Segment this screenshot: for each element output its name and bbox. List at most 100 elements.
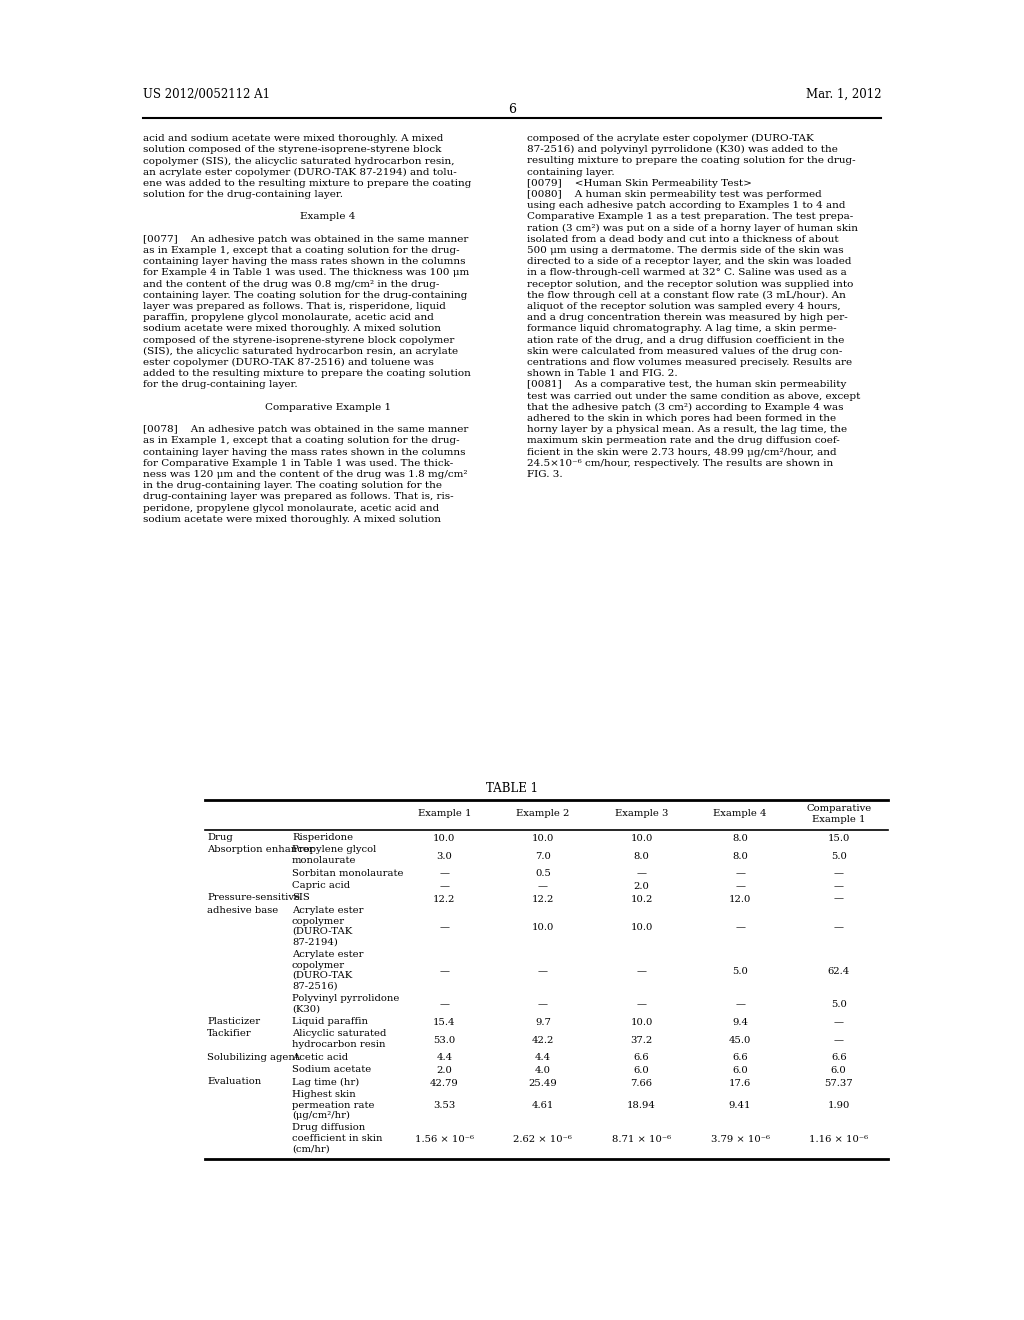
Text: [0077]    An adhesive patch was obtained in the same manner: [0077] An adhesive patch was obtained in… <box>143 235 468 244</box>
Text: in a flow-through-cell warmed at 32° C. Saline was used as a: in a flow-through-cell warmed at 32° C. … <box>527 268 847 277</box>
Text: copolymer: copolymer <box>292 916 345 925</box>
Text: Lag time (hr): Lag time (hr) <box>292 1077 359 1086</box>
Text: 3.0: 3.0 <box>436 851 453 861</box>
Text: 10.0: 10.0 <box>433 834 456 843</box>
Text: Drug diffusion: Drug diffusion <box>292 1123 366 1133</box>
Text: Propylene glycol: Propylene glycol <box>292 846 376 854</box>
Text: 12.0: 12.0 <box>729 895 752 903</box>
Text: 3.79 × 10⁻⁶: 3.79 × 10⁻⁶ <box>711 1135 770 1144</box>
Text: —: — <box>439 882 450 891</box>
Text: (SIS), the alicyclic saturated hydrocarbon resin, an acrylate: (SIS), the alicyclic saturated hydrocarb… <box>143 347 458 356</box>
Text: 87-2194): 87-2194) <box>292 937 338 946</box>
Text: 3.53: 3.53 <box>433 1101 456 1110</box>
Text: 4.61: 4.61 <box>531 1101 554 1110</box>
Text: 5.0: 5.0 <box>830 1001 847 1010</box>
Text: 6: 6 <box>508 103 516 116</box>
Text: —: — <box>735 882 745 891</box>
Text: —: — <box>637 966 646 975</box>
Text: for Comparative Example 1 in Table 1 was used. The thick-: for Comparative Example 1 in Table 1 was… <box>143 459 454 467</box>
Text: Example 4: Example 4 <box>714 809 767 818</box>
Text: composed of the styrene-isoprene-styrene block copolymer: composed of the styrene-isoprene-styrene… <box>143 335 455 345</box>
Text: 7.66: 7.66 <box>631 1078 652 1088</box>
Text: 15.0: 15.0 <box>827 834 850 843</box>
Text: 1.16 × 10⁻⁶: 1.16 × 10⁻⁶ <box>809 1135 868 1144</box>
Text: 6.6: 6.6 <box>634 1053 649 1063</box>
Text: 6.0: 6.0 <box>732 1067 748 1074</box>
Text: —: — <box>834 1036 844 1044</box>
Text: using each adhesive patch according to Examples 1 to 4 and: using each adhesive patch according to E… <box>527 201 846 210</box>
Text: —: — <box>735 923 745 932</box>
Text: solution composed of the styrene-isoprene-styrene block: solution composed of the styrene-isopren… <box>143 145 441 154</box>
Text: 57.37: 57.37 <box>824 1078 853 1088</box>
Text: 10.0: 10.0 <box>531 923 554 932</box>
Text: monolaurate: monolaurate <box>292 855 356 865</box>
Text: Comparative Example 1: Comparative Example 1 <box>265 403 391 412</box>
Text: 10.0: 10.0 <box>631 923 652 932</box>
Text: that the adhesive patch (3 cm²) according to Example 4 was: that the adhesive patch (3 cm²) accordin… <box>527 403 844 412</box>
Text: containing layer having the mass rates shown in the columns: containing layer having the mass rates s… <box>143 257 466 267</box>
Text: 8.71 × 10⁻⁶: 8.71 × 10⁻⁶ <box>612 1135 671 1144</box>
Text: containing layer having the mass rates shown in the columns: containing layer having the mass rates s… <box>143 447 466 457</box>
Text: ation rate of the drug, and a drug diffusion coefficient in the: ation rate of the drug, and a drug diffu… <box>527 335 845 345</box>
Text: Example 1: Example 1 <box>812 814 865 824</box>
Text: acid and sodium acetate were mixed thoroughly. A mixed: acid and sodium acetate were mixed thoro… <box>143 135 443 143</box>
Text: —: — <box>834 895 844 903</box>
Text: —: — <box>637 870 646 879</box>
Text: 10.0: 10.0 <box>531 834 554 843</box>
Text: in the drug-containing layer. The coating solution for the: in the drug-containing layer. The coatin… <box>143 482 442 490</box>
Text: 6.0: 6.0 <box>634 1067 649 1074</box>
Text: —: — <box>834 882 844 891</box>
Text: 37.2: 37.2 <box>631 1036 652 1044</box>
Text: 8.0: 8.0 <box>634 851 649 861</box>
Text: drug-containing layer was prepared as follows. That is, ris-: drug-containing layer was prepared as fo… <box>143 492 454 502</box>
Text: ester copolymer (DURO-TAK 87-2516) and toluene was: ester copolymer (DURO-TAK 87-2516) and t… <box>143 358 434 367</box>
Text: peridone, propylene glycol monolaurate, acetic acid and: peridone, propylene glycol monolaurate, … <box>143 504 439 512</box>
Text: 87-2516) and polyvinyl pyrrolidone (K30) was added to the: 87-2516) and polyvinyl pyrrolidone (K30)… <box>527 145 838 154</box>
Text: —: — <box>538 882 548 891</box>
Text: 1.56 × 10⁻⁶: 1.56 × 10⁻⁶ <box>415 1135 474 1144</box>
Text: 9.4: 9.4 <box>732 1018 749 1027</box>
Text: Risperidone: Risperidone <box>292 833 353 842</box>
Text: added to the resulting mixture to prepare the coating solution: added to the resulting mixture to prepar… <box>143 370 471 379</box>
Text: —: — <box>439 966 450 975</box>
Text: 12.2: 12.2 <box>531 895 554 903</box>
Text: Comparative Example 1 as a test preparation. The test prepa-: Comparative Example 1 as a test preparat… <box>527 213 853 222</box>
Text: Solubilizing agent: Solubilizing agent <box>207 1052 299 1061</box>
Text: SIS: SIS <box>292 894 309 903</box>
Text: 9.41: 9.41 <box>729 1101 752 1110</box>
Text: 6.0: 6.0 <box>830 1067 847 1074</box>
Text: Example 1: Example 1 <box>418 809 471 818</box>
Text: 5.0: 5.0 <box>830 851 847 861</box>
Text: copolymer (SIS), the alicyclic saturated hydrocarbon resin,: copolymer (SIS), the alicyclic saturated… <box>143 156 455 165</box>
Text: FIG. 3.: FIG. 3. <box>527 470 562 479</box>
Text: ration (3 cm²) was put on a side of a horny layer of human skin: ration (3 cm²) was put on a side of a ho… <box>527 223 858 232</box>
Text: (μg/cm²/hr): (μg/cm²/hr) <box>292 1111 350 1121</box>
Text: 24.5×10⁻⁶ cm/hour, respectively. The results are shown in: 24.5×10⁻⁶ cm/hour, respectively. The res… <box>527 459 834 467</box>
Text: 8.0: 8.0 <box>732 834 749 843</box>
Text: ene was added to the resulting mixture to prepare the coating: ene was added to the resulting mixture t… <box>143 178 471 187</box>
Text: US 2012/0052112 A1: US 2012/0052112 A1 <box>143 88 270 102</box>
Text: 17.6: 17.6 <box>729 1078 752 1088</box>
Text: Drug: Drug <box>207 833 232 842</box>
Text: skin were calculated from measured values of the drug con-: skin were calculated from measured value… <box>527 347 843 356</box>
Text: 9.7: 9.7 <box>535 1018 551 1027</box>
Text: 15.4: 15.4 <box>433 1018 456 1027</box>
Text: —: — <box>834 870 844 879</box>
Text: Mar. 1, 2012: Mar. 1, 2012 <box>806 88 881 102</box>
Text: Example 4: Example 4 <box>300 213 355 222</box>
Text: Evaluation: Evaluation <box>207 1077 261 1086</box>
Text: Sodium acetate: Sodium acetate <box>292 1065 372 1074</box>
Text: 53.0: 53.0 <box>433 1036 456 1044</box>
Text: 8.0: 8.0 <box>732 851 749 861</box>
Text: paraffin, propylene glycol monolaurate, acetic acid and: paraffin, propylene glycol monolaurate, … <box>143 313 434 322</box>
Text: adhered to the skin in which pores had been formed in the: adhered to the skin in which pores had b… <box>527 414 837 422</box>
Text: Capric acid: Capric acid <box>292 880 350 890</box>
Text: Comparative: Comparative <box>806 804 871 813</box>
Text: 18.94: 18.94 <box>627 1101 656 1110</box>
Text: horny layer by a physical mean. As a result, the lag time, the: horny layer by a physical mean. As a res… <box>527 425 847 434</box>
Text: Absorption enhancer: Absorption enhancer <box>207 846 313 854</box>
Text: —: — <box>735 1001 745 1010</box>
Text: layer was prepared as follows. That is, risperidone, liquid: layer was prepared as follows. That is, … <box>143 302 445 312</box>
Text: Sorbitan monolaurate: Sorbitan monolaurate <box>292 869 403 878</box>
Text: ficient in the skin were 2.73 hours, 48.99 μg/cm²/hour, and: ficient in the skin were 2.73 hours, 48.… <box>527 447 837 457</box>
